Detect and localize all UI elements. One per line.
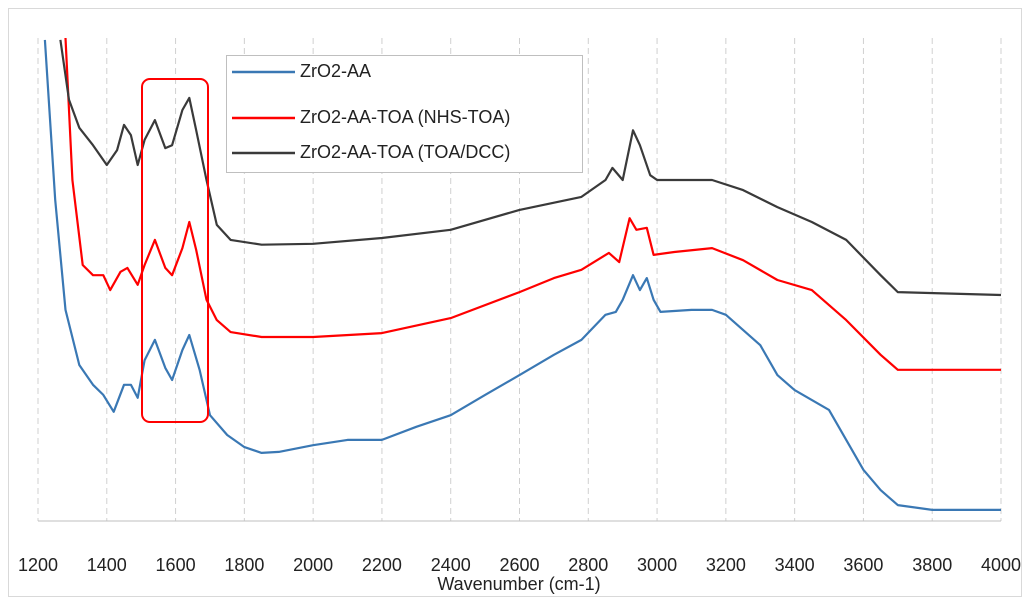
x-tick-label: 2000: [293, 555, 333, 575]
legend-label: ZrO2-AA: [300, 61, 371, 81]
x-tick-label: 4000: [981, 555, 1021, 575]
x-tick-label: 3600: [843, 555, 883, 575]
x-tick-label: 2400: [431, 555, 471, 575]
x-tick-label: 1400: [87, 555, 127, 575]
x-tick-label: 2600: [499, 555, 539, 575]
series-line: [59, 39, 1002, 297]
highlight-box: [141, 78, 209, 423]
series-line: [43, 39, 1001, 511]
x-tick-label: 2800: [568, 555, 608, 575]
chart-border: [8, 8, 1022, 597]
legend-label: ZrO2-AA-TOA (NHS-TOA): [300, 107, 510, 127]
x-tick-label: 1600: [156, 555, 196, 575]
x-tick-label: 1800: [224, 555, 264, 575]
series-line: [64, 37, 1001, 371]
x-tick-label: 3200: [706, 555, 746, 575]
x-axis-title: Wavenumber (cm-1): [437, 574, 600, 594]
x-tick-label: 3000: [637, 555, 677, 575]
x-tick-label: 3800: [912, 555, 952, 575]
x-tick-label: 3400: [775, 555, 815, 575]
x-tick-label: 1200: [18, 555, 58, 575]
legend-label: ZrO2-AA-TOA (TOA/DCC): [300, 142, 510, 162]
legend: ZrO2-AA ZrO2-AA-TOA (NHS-TOA) ZrO2-AA-TOA …: [226, 55, 583, 173]
x-tick-label: 2200: [362, 555, 402, 575]
plot: [43, 37, 1002, 511]
